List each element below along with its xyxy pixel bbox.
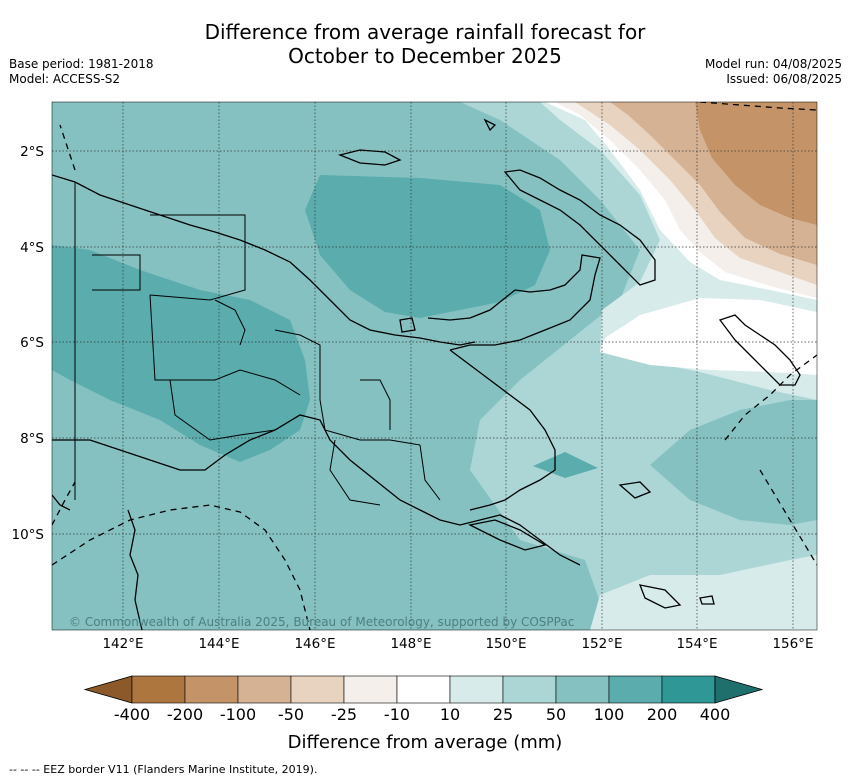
colorbar-tick-label: -10: [384, 705, 410, 724]
field-neutral-mid: [600, 298, 817, 375]
longitude-labels: 142°E 144°E 146°E 148°E 150°E 152°E 154°…: [102, 636, 813, 652]
meta-left: Base period: 1981-2018 Model: ACCESS-S2: [9, 57, 154, 87]
colorbar-tick-label: -400: [114, 705, 150, 724]
province-borders: [74, 182, 441, 506]
colorbar-tick-label: 10: [440, 705, 460, 724]
colorbar-segment: [131, 675, 186, 704]
colorbar-extend-low: [83, 675, 133, 704]
colorbar-extend-high: [714, 675, 764, 704]
lat-label: 2°S: [20, 144, 44, 160]
colorbar-segment: [449, 675, 504, 704]
rainfall-map: © Commonwealth of Australia 2025, Bureau…: [52, 102, 817, 630]
lon-label: 142°E: [102, 636, 143, 652]
colorbar-tick-label: 100: [594, 705, 625, 724]
lat-label: 4°S: [20, 240, 44, 256]
eez-borders: [52, 102, 817, 630]
base-period: Base period: 1981-2018: [9, 57, 154, 71]
colorbar-segment: [237, 675, 292, 704]
colorbar-segment: [290, 675, 345, 704]
colorbar-segment: [343, 675, 398, 704]
colorbar-segment: [396, 675, 451, 704]
field-50-100-sw: [52, 505, 520, 630]
colorbar-segment: [184, 675, 239, 704]
latitude-labels: 2°S 4°S 6°S 8°S 10°S: [12, 144, 45, 543]
colorbar-tick-label: -25: [331, 705, 357, 724]
graticule: [52, 102, 817, 630]
lat-label: 10°S: [12, 527, 45, 543]
colorbar-segment: [555, 675, 610, 704]
field-100-200-patch: [533, 452, 598, 478]
meta-right: Model run: 04/08/2025 Issued: 06/08/2025: [705, 57, 842, 87]
lon-label: 154°E: [676, 636, 717, 652]
title-line-1: Difference from average rainfall forecas…: [204, 20, 646, 44]
title-line-2: October to December 2025: [288, 44, 562, 68]
eez-footnote: -- -- -- EEZ border V11 (Flanders Marine…: [9, 763, 318, 776]
field-100-200-west: [52, 245, 310, 462]
model-name: Model: ACCESS-S2: [9, 72, 121, 86]
coastlines: [52, 118, 801, 630]
lon-label: 144°E: [198, 636, 239, 652]
colorbar-title: Difference from average (mm): [288, 732, 563, 753]
colorbar-segment: [502, 675, 557, 704]
colorbar-tick-label: 50: [546, 705, 566, 724]
field-50-100-se: [650, 400, 817, 525]
colorbar-tick-label: -100: [220, 705, 256, 724]
colorbar-tick-label: -200: [167, 705, 203, 724]
colorbar-tick-label: 400: [700, 705, 731, 724]
lon-label: 146°E: [294, 636, 335, 652]
issued-date: Issued: 06/08/2025: [726, 72, 842, 86]
chart-title: Difference from average rainfall forecas…: [0, 20, 850, 68]
field-100-200-central: [305, 175, 550, 318]
lon-label: 150°E: [485, 636, 526, 652]
copyright-credit: © Commonwealth of Australia 2025, Bureau…: [69, 615, 574, 629]
model-run: Model run: 04/08/2025: [704, 57, 842, 71]
field-10-25-se: [590, 555, 817, 630]
lat-label: 6°S: [20, 335, 44, 351]
colorbar-tick-label: 200: [647, 705, 678, 724]
colorbar-segment: [661, 675, 716, 704]
field-minus100-200: [695, 102, 817, 225]
lon-label: 152°E: [581, 636, 622, 652]
map-frame: [51, 101, 818, 631]
lat-label: 8°S: [20, 431, 44, 447]
colorbar-tick-label: 25: [493, 705, 513, 724]
colorbar-tick-label: -50: [278, 705, 304, 724]
colorbar: -400 -200 -100 -50 -25 -10 10 25 50 100 200 400: [83, 675, 764, 724]
lon-label: 156°E: [772, 636, 813, 652]
lon-label: 148°E: [390, 636, 431, 652]
colorbar-segment: [608, 675, 663, 704]
